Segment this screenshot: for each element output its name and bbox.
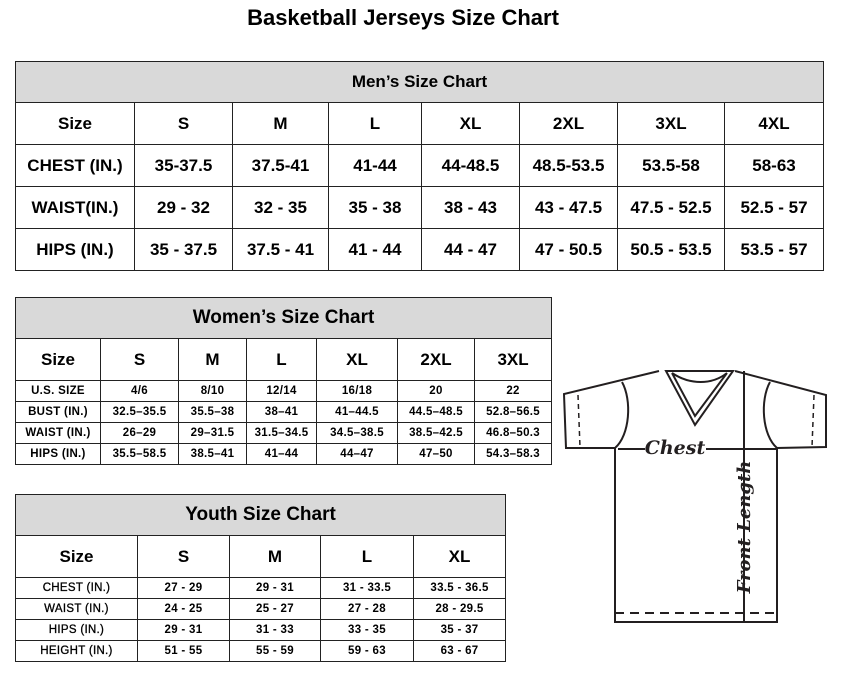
header-cell: L [320, 535, 414, 578]
table-cell: 35 - 38 [328, 186, 422, 229]
table-cell: 26–29 [100, 422, 179, 444]
table-row: CHEST (IN.) 27 - 29 29 - 31 31 - 33.5 33.5 -… [15, 577, 507, 599]
header-cell: Size [15, 535, 138, 578]
mens-size-table: Men’s Size Chart Size S M L XL 2XL 3XL 4XL CHES… [14, 61, 825, 271]
header-cell: S [134, 102, 233, 145]
table-row: U.S. SIZE 4/6 8/10 12/14 16/18 20 22 [15, 380, 553, 402]
table-row: BUST (IN.) 32.5–35.5 35.5–38 38–41 41–44.5 44… [15, 401, 553, 423]
header-cell: Size [15, 338, 101, 381]
table-cell: 41–44 [246, 443, 317, 465]
table-cell: 31 - 33 [229, 619, 321, 641]
table-row: HEIGHT (IN.) 51 - 55 55 - 59 59 - 63 63 - 67 [15, 640, 507, 662]
womens-size-table: Women’s Size Chart Size S M L XL 2XL 3XL U.S. … [14, 297, 553, 465]
table-cell: 44-48.5 [421, 144, 520, 187]
table-cell: 33 - 35 [320, 619, 414, 641]
header-cell: S [137, 535, 230, 578]
header-cell: L [328, 102, 422, 145]
page-title: Basketball Jerseys Size Chart [247, 5, 559, 30]
table-cell: 35.5–38 [178, 401, 247, 423]
header-cell: XL [412, 535, 507, 578]
front-length-label: Front Length [734, 461, 755, 595]
table-cell: 29 - 31 [137, 619, 230, 641]
row-label: HEIGHT (IN.) [15, 640, 138, 662]
table-cell: 53.5 - 57 [723, 228, 825, 271]
table-row: WAIST (IN.) 24 - 25 25 - 27 27 - 28 28 - 29.… [15, 598, 507, 620]
table-cell: 52.5 - 57 [723, 186, 825, 229]
table-row: CHEST (IN.) 35-37.5 37.5-41 41-44 44-48.5 48.… [15, 144, 825, 187]
table-cell: 38 - 43 [421, 186, 520, 229]
table-cell: 43 - 47.5 [519, 186, 618, 229]
table-row: HIPS (IN.) 35.5–58.5 38.5–41 41–44 44–47 47–5… [15, 443, 553, 465]
header-cell: 2XL [519, 102, 618, 145]
row-label: WAIST(IN.) [15, 186, 135, 229]
header-cell: M [232, 102, 329, 145]
row-label: BUST (IN.) [15, 401, 101, 423]
header-row: Size S M L XL 2XL 3XL 4XL [15, 102, 825, 145]
table-cell: 37.5 - 41 [232, 228, 329, 271]
mens-table-heading: Men’s Size Chart [14, 61, 825, 103]
table-cell: 59 - 63 [320, 640, 414, 662]
header-cell: M [229, 535, 321, 578]
table-cell: 46.8–50.3 [473, 422, 553, 444]
table-cell: 35 - 37.5 [134, 228, 233, 271]
table-cell: 53.5-58 [617, 144, 725, 187]
header-cell: 2XL [397, 338, 475, 381]
table-row: WAIST (IN.) 26–29 29–31.5 31.5–34.5 34.5–38.… [15, 422, 553, 444]
table-row: WAIST(IN.) 29 - 32 32 - 35 35 - 38 38 - 43 43… [15, 186, 825, 229]
table-cell: 34.5–38.5 [316, 422, 398, 444]
header-row: Size S M L XL [15, 535, 507, 578]
table-cell: 32 - 35 [232, 186, 329, 229]
header-cell: 3XL [617, 102, 725, 145]
table-cell: 63 - 67 [412, 640, 507, 662]
row-label: CHEST (IN.) [15, 144, 135, 187]
table-cell: 29–31.5 [178, 422, 247, 444]
table-cell: 38.5–41 [178, 443, 247, 465]
table-cell: 33.5 - 36.5 [412, 577, 507, 599]
table-cell: 44.5–48.5 [397, 401, 475, 423]
table-cell: 25 - 27 [229, 598, 321, 620]
table-cell: 38.5–42.5 [397, 422, 475, 444]
header-cell: L [246, 338, 317, 381]
youth-table-heading: Youth Size Chart [14, 494, 507, 536]
chest-label: Chest [645, 437, 706, 459]
table-cell: 41 - 44 [328, 228, 422, 271]
header-row: Size S M L XL 2XL 3XL [15, 338, 553, 381]
table-cell: 48.5-53.5 [519, 144, 618, 187]
table-cell: 51 - 55 [137, 640, 230, 662]
jersey-outline [562, 370, 827, 623]
table-cell: 47–50 [397, 443, 475, 465]
table-cell: 55 - 59 [229, 640, 321, 662]
row-label: HIPS (IN.) [15, 228, 135, 271]
table-cell: 54.3–58.3 [473, 443, 553, 465]
table-cell: 27 - 29 [137, 577, 230, 599]
table-cell: 58-63 [723, 144, 825, 187]
table-cell: 28 - 29.5 [412, 598, 507, 620]
youth-size-table: Youth Size Chart Size S M L XL CHEST (IN.) 27… [14, 494, 507, 662]
table-cell: 47 - 50.5 [519, 228, 618, 271]
table-cell: 52.8–56.5 [473, 401, 553, 423]
table-row: HIPS (IN.) 35 - 37.5 37.5 - 41 41 - 44 44 - … [15, 228, 825, 271]
row-label: HIPS (IN.) [15, 443, 101, 465]
table-cell: 41-44 [328, 144, 422, 187]
header-cell: XL [421, 102, 520, 145]
